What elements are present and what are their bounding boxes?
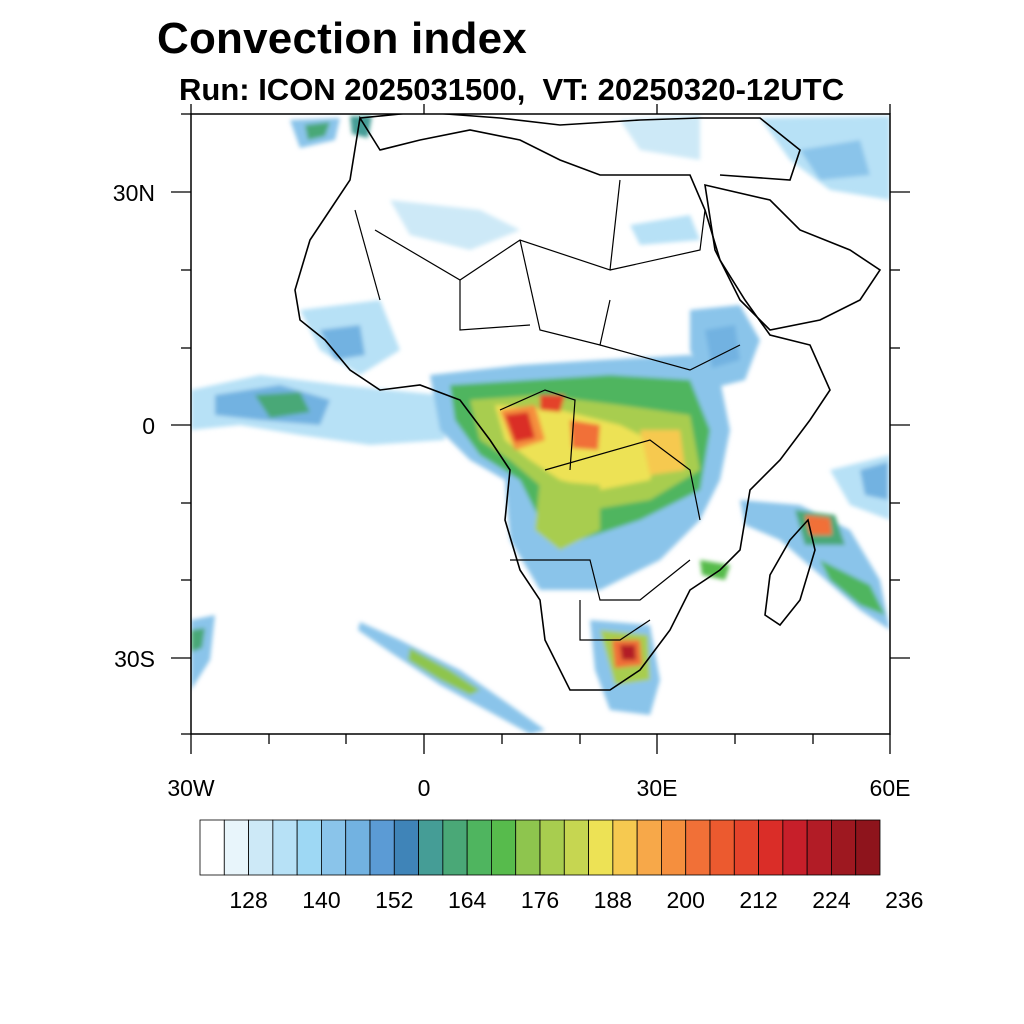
- colorbar-box: [758, 819, 784, 876]
- colorbar-box: [345, 819, 371, 876]
- colorbar-box: [806, 819, 832, 876]
- colorbar-label: 224: [812, 887, 851, 913]
- colorbar-box: [685, 819, 711, 876]
- colorbar-box: [661, 819, 687, 876]
- colorbar-box: [539, 819, 565, 876]
- field-patch-west-edge: [191, 615, 215, 690]
- madagascar-coastline: [764, 518, 816, 627]
- x-tick-label: 30W: [167, 775, 215, 801]
- colorbar-box: [515, 819, 541, 876]
- arabian-peninsula: [704, 183, 882, 331]
- colorbar-box: [612, 819, 638, 876]
- colorbar: [199, 819, 881, 876]
- map-subtitle: Run: ICON 2025031500, VT: 20250320-12UTC: [179, 72, 845, 107]
- colorbar-box: [321, 819, 347, 876]
- colorbar-label: 152: [375, 887, 414, 913]
- country-borders: [354, 179, 741, 641]
- colorbar-box: [418, 819, 444, 876]
- colorbar-box: [636, 819, 662, 876]
- colorbar-box: [782, 819, 808, 876]
- colorbar-box: [369, 819, 395, 876]
- colorbar-box: [831, 819, 857, 876]
- colorbar-label: 212: [739, 887, 778, 913]
- colorbar-label: 200: [666, 887, 705, 913]
- map-title: Convection index: [157, 14, 527, 63]
- y-tick-label: 0: [142, 413, 155, 439]
- colorbar-label: 140: [302, 887, 341, 913]
- colorbar-label: 128: [229, 887, 268, 913]
- colorbar-box: [296, 819, 322, 876]
- colorbar-box: [223, 819, 249, 876]
- map-frame: [190, 113, 891, 735]
- x-tick-label: 0: [417, 775, 431, 801]
- colorbar-label: 176: [520, 887, 560, 913]
- colorbar-box: [466, 819, 492, 876]
- colorbar-box: [733, 819, 759, 876]
- colorbar-label: 164: [447, 887, 487, 913]
- colorbar-box: [563, 819, 589, 876]
- x-tick-label: 60E: [869, 775, 911, 801]
- y-tick-label: 30N: [112, 180, 155, 206]
- axis-ticks: [171, 104, 910, 754]
- colorbar-box: [248, 819, 274, 876]
- colorbar-box: [855, 819, 881, 876]
- africa-coastline: [294, 115, 831, 691]
- convection-field: [191, 115, 890, 734]
- x-tick-label: 30E: [636, 775, 678, 801]
- mediterranean-coast: [359, 114, 801, 181]
- colorbar-label: 236: [885, 887, 924, 913]
- colorbar-box: [709, 819, 735, 876]
- colorbar-box: [199, 819, 225, 876]
- colorbar-box: [588, 819, 614, 876]
- colorbar-label: 188: [593, 887, 633, 913]
- colorbar-box: [272, 819, 298, 876]
- colorbar-box: [393, 819, 419, 876]
- y-tick-label: 30S: [114, 646, 155, 672]
- coastlines: [294, 114, 882, 691]
- colorbar-box: [442, 819, 468, 876]
- colorbar-box: [491, 819, 517, 876]
